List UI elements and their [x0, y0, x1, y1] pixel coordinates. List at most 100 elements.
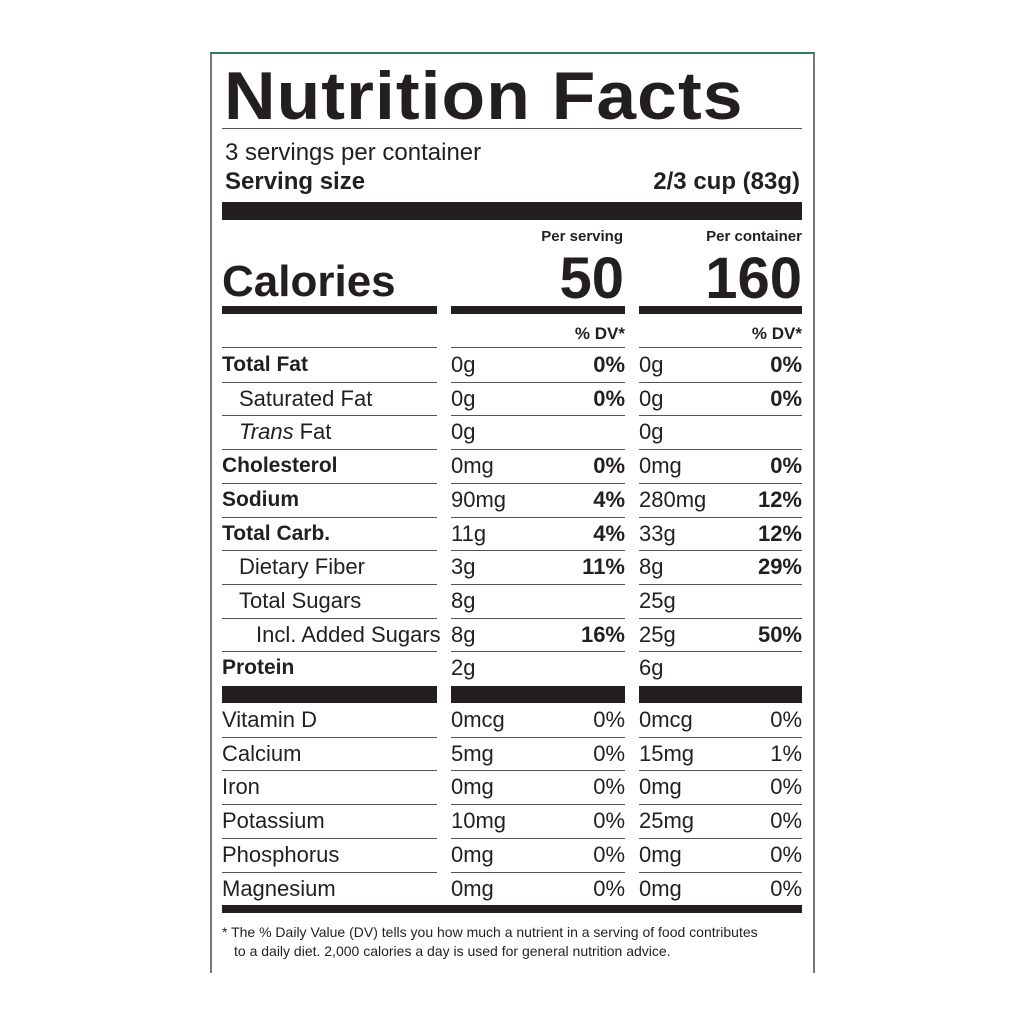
amount: 0g: [639, 385, 664, 411]
amount: 0mcg: [639, 707, 693, 732]
row-line: [451, 449, 625, 450]
amount: 0g: [639, 419, 664, 445]
amount: 11g: [451, 520, 487, 546]
daily-value: 0%: [770, 707, 802, 732]
daily-value: 0%: [593, 808, 625, 834]
amount: 0mg: [451, 875, 494, 901]
calories-per-container: 160: [705, 246, 802, 311]
row-line: [222, 838, 437, 839]
row-line: [451, 838, 625, 839]
daily-value: 0%: [770, 385, 802, 411]
nutrient-name: Sodium: [222, 487, 299, 511]
amount: 25g: [639, 621, 676, 647]
row-line: [222, 483, 437, 484]
daily-value: 0%: [593, 707, 625, 732]
thick-bar: [222, 686, 437, 703]
row-line: [639, 449, 802, 450]
amount: 0mg: [451, 453, 494, 479]
daily-value: 1%: [770, 740, 802, 766]
nutrient-name: Fat: [299, 419, 332, 445]
calories-bar: [222, 306, 437, 314]
daily-value: 0%: [593, 841, 625, 867]
amount: 90mg: [451, 486, 507, 512]
row-line: [451, 415, 625, 416]
amount: 25mg: [639, 808, 695, 834]
calories-label: Calories: [222, 257, 396, 306]
daily-value: 29%: [757, 554, 802, 580]
row-line: [222, 449, 437, 450]
nutrient-name: Iron: [222, 774, 260, 800]
row-line: [451, 550, 625, 551]
daily-value: 4%: [593, 486, 625, 512]
dv-header: % DV*: [751, 324, 802, 343]
nutrient-name: Vitamin D: [222, 707, 317, 732]
amount: 0g: [639, 352, 664, 377]
amount: 2g: [451, 655, 476, 681]
footnote: * The % Daily Value (DV) tells you how m…: [222, 924, 758, 940]
amount: 0mcg: [451, 707, 505, 732]
row-line: [222, 872, 437, 873]
nutrient-name: Total Carb.: [222, 521, 331, 545]
daily-value: 0%: [770, 875, 802, 901]
thick-bar: [222, 905, 802, 913]
row-line: [222, 382, 437, 383]
rule: [222, 128, 802, 129]
dv-header: % DV*: [574, 324, 625, 343]
row-line: [222, 804, 437, 805]
nutrient-name: Potassium: [222, 808, 325, 834]
row-line: [451, 770, 625, 771]
thick-bar: [222, 202, 802, 220]
amount: 8g: [451, 587, 476, 613]
row-line: [222, 517, 437, 518]
amount: 280mg: [639, 486, 707, 512]
footnote: to a daily diet. 2,000 calories a day is…: [234, 943, 671, 959]
row-line: [451, 382, 625, 383]
row-line: [639, 550, 802, 551]
amount: 6g: [639, 655, 664, 681]
nutrient-name-italic: Trans: [239, 419, 294, 445]
nutrient-name: Calcium: [222, 740, 302, 766]
nutrient-name: Protein: [222, 656, 295, 680]
amount: 33g: [639, 520, 676, 546]
row-line: [222, 347, 437, 348]
nutrient-name: Magnesium: [222, 875, 336, 901]
daily-value: 0%: [770, 453, 802, 479]
amount: 0g: [451, 385, 476, 411]
amount: 0mg: [639, 774, 682, 800]
row-line: [639, 872, 802, 873]
row-line: [639, 804, 802, 805]
amount: 3g: [451, 554, 476, 580]
amount: 0g: [451, 419, 476, 445]
daily-value: 12%: [757, 520, 802, 546]
row-line: [451, 872, 625, 873]
servings: 3 servings per container: [225, 139, 482, 166]
row-line: [639, 651, 802, 652]
amount: 10mg: [451, 808, 507, 834]
daily-value: 16%: [580, 621, 625, 647]
daily-value: 0%: [593, 352, 625, 377]
nutrient-name: Cholesterol: [222, 454, 338, 478]
amount: 0mg: [639, 453, 682, 479]
thick-bar: [451, 686, 625, 703]
row-line: [639, 737, 802, 738]
label-border: [210, 52, 815, 973]
amount: 0mg: [451, 841, 494, 867]
row-line: [451, 517, 625, 518]
amount: 0mg: [639, 875, 682, 901]
amount: 0mg: [451, 774, 494, 800]
row-line: [222, 584, 437, 585]
row-line: [639, 483, 802, 484]
calories-bar: [639, 306, 802, 314]
row-line: [639, 517, 802, 518]
row-line: [639, 770, 802, 771]
row-line: [639, 347, 802, 348]
daily-value: 0%: [593, 774, 625, 800]
row-line: [222, 737, 437, 738]
row-line: [451, 483, 625, 484]
daily-value: 0%: [770, 841, 802, 867]
row-line: [222, 651, 437, 652]
nutrient-name: Incl. Added Sugars: [256, 621, 441, 647]
row-line: [639, 584, 802, 585]
daily-value: 0%: [593, 453, 625, 479]
